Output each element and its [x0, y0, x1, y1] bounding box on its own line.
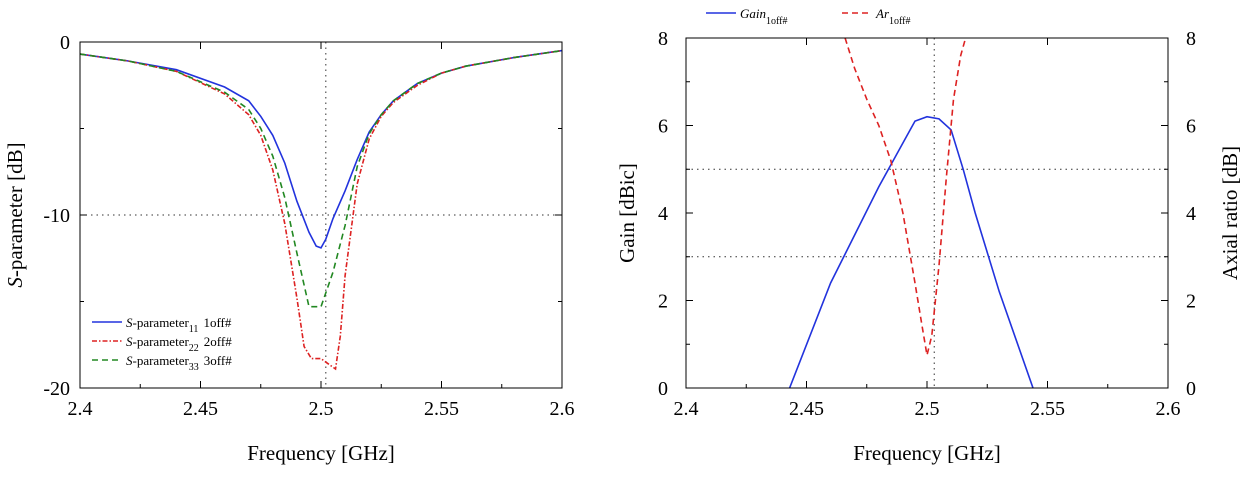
legend-text: -parameter	[133, 353, 190, 368]
series-line-1	[788, 115, 1034, 389]
y-tick-label: 6	[658, 116, 668, 138]
legend-entry-3: S-parameter33 3off#	[126, 353, 232, 373]
y2-tick-label: 2	[1186, 291, 1196, 313]
x-axis-title: Frequency [GHz]	[247, 441, 395, 465]
legend-subscript: 22	[189, 343, 199, 354]
legend-italic: Gain	[740, 6, 766, 21]
x-tick-label: 2.45	[789, 398, 824, 420]
y-tick-label: 2	[658, 291, 668, 313]
series-line-2	[844, 37, 967, 356]
x-tick-label: 2.6	[1156, 398, 1181, 420]
series-line-1	[79, 49, 563, 249]
x-tick-label: 2.6	[550, 398, 575, 420]
y2-tick-label: 4	[1186, 203, 1196, 225]
x-tick-label: 2.5	[915, 398, 940, 420]
y2-tick-label: 8	[1186, 28, 1196, 50]
y-axis-title-italic: S	[3, 277, 27, 288]
legend-italic: S	[126, 315, 133, 330]
series-line-3	[79, 49, 563, 308]
legend-italic: Ar	[875, 6, 890, 21]
legend-italic: S	[126, 353, 133, 368]
plot-frame	[685, 37, 1169, 389]
x-axis-title: Frequency [GHz]	[853, 441, 1001, 465]
x-tick-label: 2.5	[309, 398, 334, 420]
s-parameter-chart: 2.4 2.45 2.5 2.55 2.6 0 -10 -20 Frequency [GHz] S…	[3, 32, 575, 465]
x-tick-label: 2.45	[183, 398, 218, 420]
y2-tick-label: 6	[1186, 116, 1196, 138]
legend-subscript: 33	[189, 362, 199, 373]
y-axis-title: S-parameter [dB]	[3, 142, 27, 287]
y-tick-label: 4	[658, 203, 668, 225]
x-tick-label: 2.55	[424, 398, 459, 420]
x-tick-label: 2.55	[1030, 398, 1065, 420]
legend-entry-2: Ar1off#	[875, 6, 910, 27]
legend-text: -parameter	[133, 315, 190, 330]
legend-entry-1: Gain1off#	[740, 6, 787, 27]
y2-tick-label: 0	[1186, 378, 1196, 400]
y-tick-label: 8	[658, 28, 668, 50]
legend-suffix: 1off#	[203, 315, 231, 330]
legend-suffix: 3off#	[204, 353, 232, 368]
y-axis-title-rest: -parameter [dB]	[3, 142, 27, 277]
x-tick-label: 2.4	[68, 398, 93, 420]
legend-entry-1: S-parameter11 1off#	[126, 315, 232, 335]
y2-axis-title: Axial ratio [dB]	[1218, 146, 1242, 280]
legend-italic: S	[126, 334, 133, 349]
legend-subscript: 1off#	[766, 16, 787, 27]
y-tick-label: 0	[60, 32, 70, 54]
y-tick-label: -20	[43, 378, 70, 400]
x-tick-label: 2.4	[674, 398, 699, 420]
legend-text: -parameter	[133, 334, 190, 349]
y-axis-title: Gain [dBic]	[615, 163, 639, 263]
legend-suffix: 2off#	[204, 334, 232, 349]
y-tick-label: -10	[43, 205, 70, 227]
legend-subscript: 11	[189, 324, 199, 335]
legend-subscript: 1off#	[889, 16, 910, 27]
series-line-2	[79, 49, 563, 371]
legend-entry-2: S-parameter22 2off#	[126, 334, 232, 354]
y-tick-label: 0	[658, 378, 668, 400]
